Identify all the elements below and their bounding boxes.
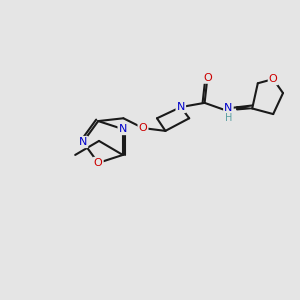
Text: O: O: [203, 73, 212, 83]
Text: O: O: [94, 158, 103, 168]
Text: H: H: [225, 113, 232, 123]
Text: N: N: [118, 124, 127, 134]
Text: N: N: [224, 103, 232, 113]
Text: O: O: [269, 74, 278, 84]
Polygon shape: [237, 107, 252, 110]
Text: O: O: [139, 123, 147, 133]
Text: N: N: [79, 137, 87, 147]
Text: N: N: [177, 102, 185, 112]
